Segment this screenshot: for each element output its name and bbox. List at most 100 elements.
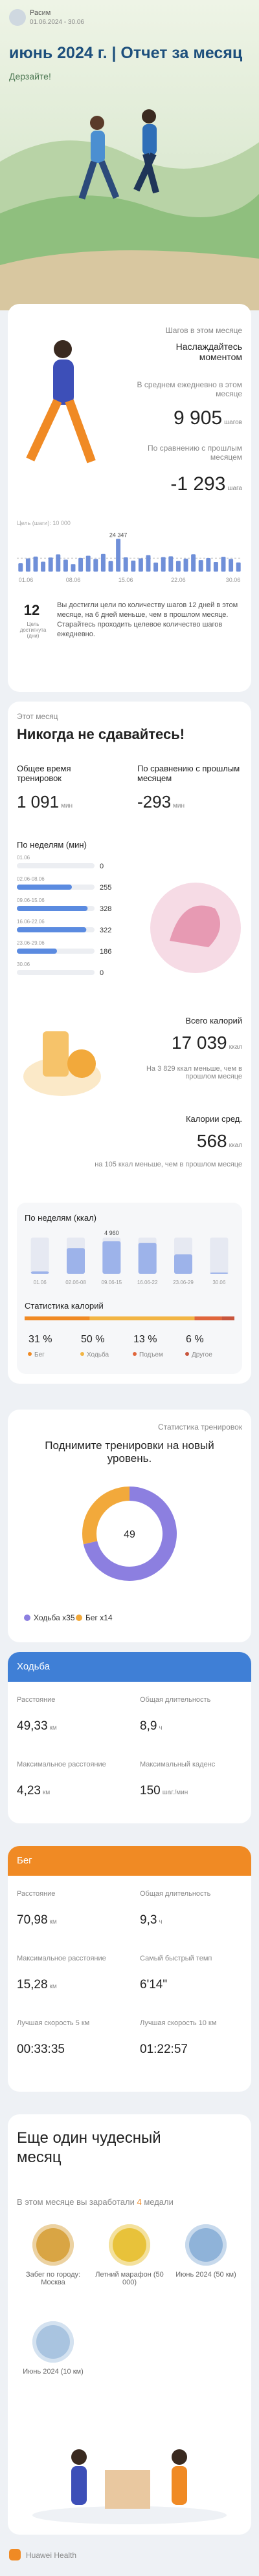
kcal-bar: [30, 1271, 49, 1274]
muscle-illustration: [150, 883, 241, 973]
stat-label: Расстояние: [17, 1890, 56, 1898]
x-tick-label: 16.06-22: [137, 1280, 158, 1285]
medal-label: Июнь 2024 (10 км): [23, 2368, 84, 2376]
text: медали: [144, 2197, 174, 2207]
calorie-stats-chart: 31 % Бег 50 % Ходьба 13 % Подъем 6 % Другое: [25, 1316, 234, 1358]
value: -1 293: [170, 473, 226, 495]
value: 568: [196, 1131, 227, 1151]
stat-label: Самый быстрый темп: [140, 1955, 212, 1962]
unit: ч: [159, 1724, 163, 1732]
kcal-bar: [174, 1254, 192, 1274]
value: 6'14": [140, 1978, 168, 1991]
step-bar: [229, 559, 234, 572]
value-label: 0: [100, 969, 104, 977]
legend-swatch: [28, 1352, 32, 1356]
category-label: 09.06-15.06: [17, 897, 45, 903]
compare-label: По сравнению с прошлым месяцем: [147, 444, 242, 462]
walking-header: [8, 1652, 251, 1682]
kcal-bar: [67, 1248, 85, 1274]
compare-value: -1 293 шага: [170, 473, 242, 495]
running-title: Бег: [17, 1855, 32, 1866]
x-tick-label: 15.06: [118, 577, 133, 583]
step-bar: [108, 561, 113, 572]
steps-card: Шагов в этом месяце Наслаждайтесь момент…: [8, 304, 251, 692]
unit: км: [49, 1983, 57, 1990]
time-label: Общее время тренировок: [17, 764, 71, 783]
stat-label: Максимальное расстояние: [17, 1955, 106, 1962]
unit: ккал: [229, 1142, 242, 1149]
legend-swatch: [133, 1352, 137, 1356]
unit: км: [42, 1789, 51, 1796]
category-label: 01.06: [17, 855, 30, 861]
stat-label: Общая длительность: [140, 1696, 211, 1704]
stat-value: 4,23 км: [17, 1784, 50, 1798]
value: 00:33:35: [17, 2043, 65, 2056]
unit: мин: [61, 802, 73, 810]
brand-logo: [9, 2549, 21, 2560]
legend-label: Бег: [34, 1351, 45, 1358]
value: 9,3: [140, 1913, 157, 1927]
food-illustration: [23, 1031, 101, 1096]
unit: шага: [227, 485, 242, 492]
kcal-track: [30, 1238, 49, 1274]
workouts-card: Статистика тренировок Поднимите трениров…: [8, 1410, 251, 1642]
value-label: 328: [100, 905, 111, 913]
medals-card: Еще один чудесный месяц В этом месяце вы…: [8, 2114, 251, 2535]
step-bar: [116, 539, 121, 572]
legend-swatch: [80, 1352, 84, 1356]
walking-title: Ходьба: [17, 1661, 51, 1672]
step-bar: [78, 557, 84, 572]
step-bar: [198, 560, 203, 572]
value-label: 4 960: [104, 1230, 119, 1236]
calorie-stats-title: Статистика калорий: [25, 1301, 104, 1311]
goal-days-text: Вы достигли цели по количеству шагов 12 …: [57, 601, 238, 638]
step-bar: [168, 556, 174, 572]
time-compare-value: -293 мин: [137, 792, 185, 812]
stat-label: Общая длительность: [140, 1890, 211, 1898]
legend-swatch: [24, 1615, 30, 1621]
step-bar: [161, 557, 166, 572]
weekly-minutes-title: По неделям (мин): [17, 840, 87, 850]
step-bar: [206, 558, 211, 572]
medals-headline: Еще один чудесный месяц: [17, 2129, 161, 2166]
step-bar: [213, 562, 218, 572]
step-bar: [33, 556, 38, 572]
stat-value: 00:33:35: [17, 2043, 65, 2057]
donut-segment: [83, 1487, 177, 1581]
weekly-minutes-chart: 01.06 0 02.06-08.06 255 09.06-15.06 328 16.06-…: [17, 855, 111, 977]
goal-label: Цель (шаги): 10 000: [17, 520, 71, 526]
medal-icon: [32, 2321, 74, 2363]
unit: ч: [159, 1918, 163, 1926]
x-tick-label: 09.06-15: [102, 1280, 122, 1285]
stat-value: 70,98 км: [17, 1913, 57, 1927]
value-label: 24 347: [109, 531, 128, 538]
value-label: 6 %: [186, 1334, 204, 1345]
unit: км: [49, 1724, 57, 1732]
x-tick-label: 01.06: [34, 1280, 47, 1285]
minutes-bar: [17, 906, 88, 911]
calorie-segment: [89, 1316, 195, 1320]
runner-illustration: [26, 340, 96, 464]
header-illustration: [0, 109, 259, 310]
step-bar: [63, 559, 68, 572]
header: Расим 01.06.2024 - 30.06 июнь 2024 г. | …: [0, 0, 259, 310]
value-label: 50 %: [81, 1334, 104, 1345]
value: 01:22:57: [140, 2043, 188, 2056]
value-label: 322: [100, 927, 111, 934]
section-label: Этот месяц: [17, 712, 58, 721]
legend-label: Ходьба x35: [34, 1613, 75, 1622]
step-bar: [153, 563, 159, 572]
value: 4,23: [17, 1784, 41, 1798]
medal-icon: [109, 2224, 150, 2266]
bar-track: [17, 970, 95, 975]
goal-days: 12 Цель достигнута (дни) Вы достигли цел…: [17, 598, 242, 650]
medal-icon: [32, 2224, 74, 2266]
bar-track: [17, 863, 95, 868]
minutes-bar: [17, 949, 57, 954]
medal-label: Июнь 2024 (50 км): [175, 2271, 236, 2279]
stat-value: 15,28 км: [17, 1978, 57, 1992]
kcal-bar: [210, 1272, 229, 1274]
calorie-segment: [25, 1316, 90, 1320]
running-header: [8, 1846, 251, 1876]
step-bar: [56, 554, 61, 572]
